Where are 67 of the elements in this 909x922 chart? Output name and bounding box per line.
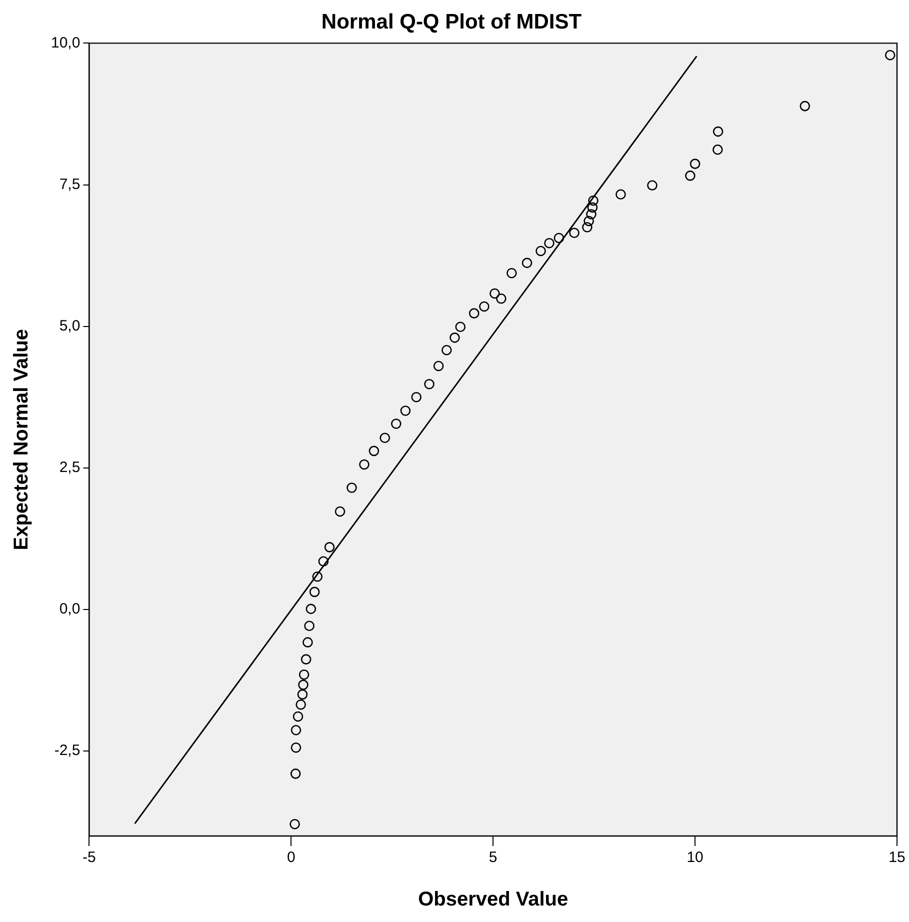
point: [298, 680, 308, 690]
point: [588, 195, 598, 206]
point: [442, 344, 452, 356]
x-axis-title: Observed Value: [418, 888, 568, 911]
y-tick-label: 0,0: [59, 600, 80, 618]
point: [290, 742, 302, 753]
point: [586, 209, 596, 220]
point: [468, 308, 480, 318]
point: [536, 246, 546, 256]
point: [391, 418, 402, 429]
point: [318, 556, 329, 566]
point: [582, 222, 592, 232]
point: [712, 126, 724, 137]
y-tick-label: 5,0: [59, 317, 80, 334]
point: [506, 268, 517, 278]
point: [800, 100, 810, 112]
point: [690, 158, 700, 169]
point: [411, 392, 422, 402]
point: [346, 482, 357, 493]
point: [300, 654, 312, 664]
point: [368, 446, 380, 456]
point: [312, 571, 323, 582]
chart-title: Normal Q-Q Plot of MDIST: [321, 10, 582, 34]
point: [424, 378, 434, 390]
point: [616, 189, 626, 200]
point: [334, 506, 346, 517]
point: [587, 202, 598, 213]
point: [712, 144, 723, 155]
point: [290, 724, 302, 736]
point: [433, 360, 444, 372]
point: [490, 288, 500, 299]
point: [685, 170, 696, 181]
point: [380, 432, 390, 444]
point: [496, 293, 506, 304]
y-tick-label: -2,5: [54, 742, 80, 760]
point: [290, 768, 301, 779]
point: [884, 50, 896, 60]
point: [554, 232, 564, 244]
y-axis-title: Expected Normal Value: [10, 329, 33, 550]
y-tick-label: 10,0: [50, 34, 80, 52]
point: [296, 699, 306, 710]
y-tick-label: 7,5: [59, 176, 80, 193]
point: [400, 406, 411, 416]
point: [450, 332, 460, 343]
point: [522, 258, 532, 268]
y-tick-label: 2,5: [59, 459, 80, 476]
point: [302, 637, 313, 648]
point: [306, 604, 316, 614]
point: [324, 542, 335, 552]
x-tick-label: -5: [82, 849, 96, 866]
point: [359, 459, 370, 470]
x-tick-label: 10: [686, 849, 704, 866]
point: [298, 669, 310, 680]
point: [569, 228, 580, 238]
point: [455, 322, 466, 332]
x-tick-label: 15: [888, 849, 906, 866]
point: [292, 711, 304, 722]
point: [290, 818, 300, 830]
point: [479, 301, 490, 312]
point: [647, 180, 658, 190]
x-tick-label: 0: [286, 849, 296, 866]
point: [309, 586, 320, 598]
point: [297, 689, 308, 700]
point: [304, 620, 314, 632]
point: [584, 216, 594, 226]
x-tick-label: 5: [488, 849, 498, 866]
point: [544, 238, 554, 248]
